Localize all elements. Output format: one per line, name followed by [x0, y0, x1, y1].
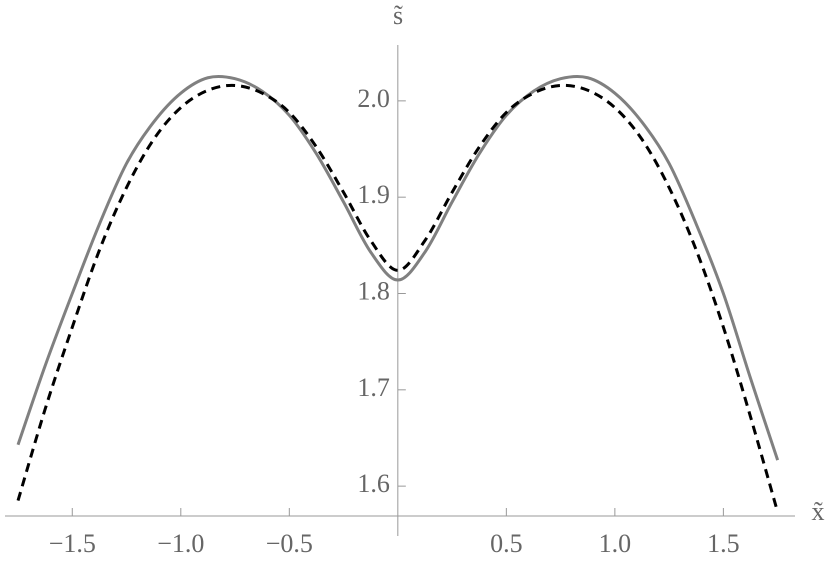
y-tick-label: 1.6 [357, 469, 390, 498]
x-tick-label: −1.5 [49, 529, 96, 558]
y-axis-label: s̃ [393, 1, 403, 30]
x-axis-label: x̃ [812, 497, 825, 526]
y-tick-label: 1.8 [357, 276, 390, 305]
x-tick-label: −0.5 [266, 529, 313, 558]
series-line [16, 74, 780, 461]
x-tick-label: 1.0 [599, 529, 632, 558]
x-tick-label: −1.0 [157, 529, 204, 558]
x-tick-label: 1.5 [707, 529, 740, 558]
x-tick-label: 0.5 [490, 529, 523, 558]
y-tick-label: 1.7 [357, 373, 390, 402]
y-tick-label: 1.9 [357, 180, 390, 209]
y-tick-label: 2.0 [357, 84, 390, 113]
